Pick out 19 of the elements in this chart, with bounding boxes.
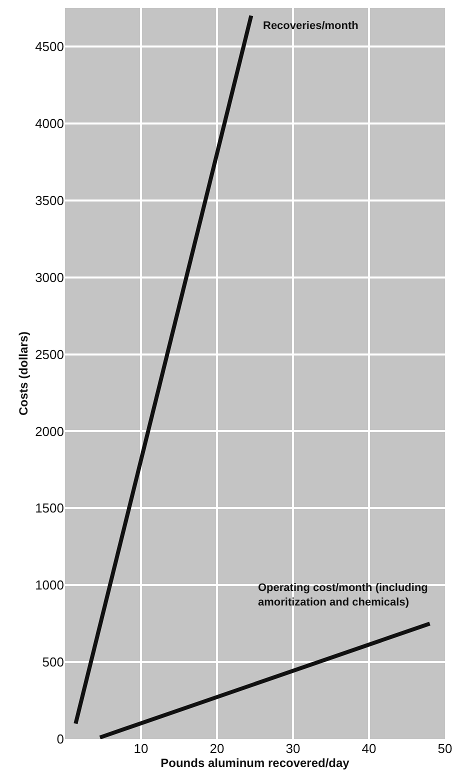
x-tick-label: 20 [210,741,224,756]
x-axis-title: Pounds aluminum recovered/day [160,756,350,770]
series-label: Recoveries/month [263,20,359,32]
x-tick-label: 50 [438,741,452,756]
y-tick-label: 0 [56,732,64,747]
y-tick-label: 4500 [35,39,64,54]
y-tick-label: 1500 [35,500,64,516]
y-axis-title: Costs (dollars) [16,331,30,416]
y-tick-label: 500 [42,654,64,670]
x-tick-label: 40 [362,741,376,756]
y-tick-label: 2500 [35,346,64,362]
y-tick-label: 3000 [35,270,64,285]
x-tick-label: 30 [286,741,300,756]
y-tick-label: 1000 [35,578,64,593]
y-tick-label: 2000 [35,424,64,439]
series-label: Operating cost/month (including amoritization and chemicals) [258,582,428,608]
y-tick-label: 3500 [35,192,64,208]
y-tick-label: 4000 [35,116,64,131]
x-tick-label: 10 [134,741,148,756]
